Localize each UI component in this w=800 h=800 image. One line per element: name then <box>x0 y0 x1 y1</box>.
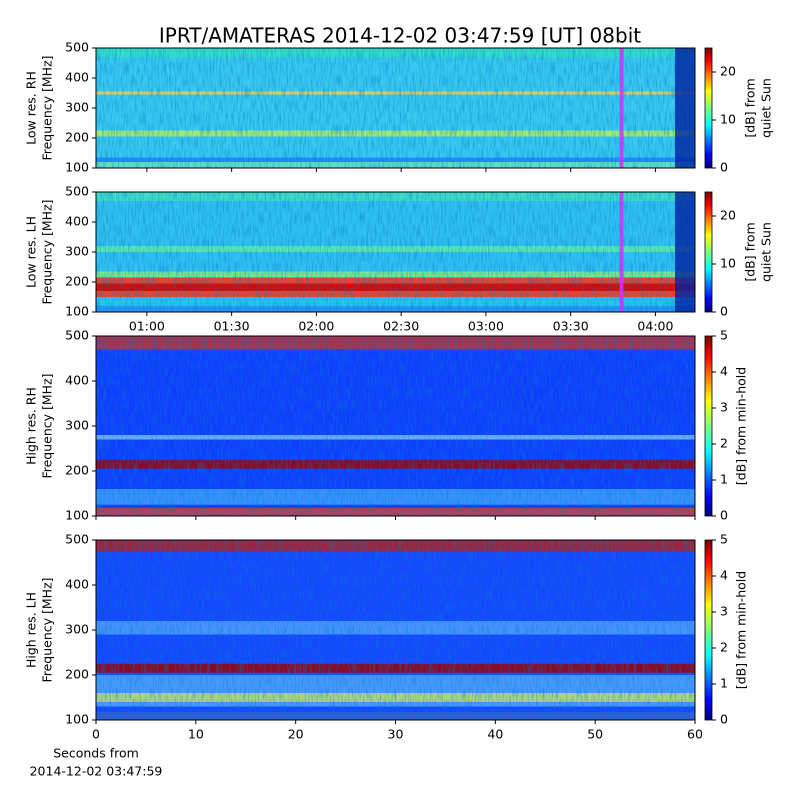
spectrogram-noise <box>96 336 695 516</box>
colorbar-label: [dB] from <box>743 222 758 281</box>
y-axis-label: High res. RH <box>24 387 39 465</box>
y-axis-label: Frequency [MHz] <box>40 373 55 478</box>
colorbar-label: [dB] from min-hold <box>734 571 749 689</box>
y-tick-label: 500 <box>65 532 89 547</box>
y-tick-label: 200 <box>65 667 89 682</box>
y-tick-label: 300 <box>65 418 89 433</box>
y-tick-label: 400 <box>65 577 89 592</box>
x-axis-label: Seconds from <box>53 746 139 761</box>
highlight-line <box>619 192 624 312</box>
colorbar-tick-label: 20 <box>720 208 736 223</box>
x-tick-label: 04:00 <box>637 319 673 334</box>
y-tick-label: 200 <box>65 274 89 289</box>
y-tick-label: 300 <box>65 622 89 637</box>
colorbar-tick-label: 2 <box>720 640 728 655</box>
y-tick-label: 100 <box>65 712 89 727</box>
colorbar-tick-label: 3 <box>720 400 728 415</box>
y-axis-label: Frequency [MHz] <box>40 55 55 160</box>
y-axis-label: Frequency [MHz] <box>40 199 55 304</box>
x-tick-label: 20 <box>288 727 304 742</box>
spectrogram <box>96 540 695 720</box>
colorbar-tick-label: 3 <box>720 604 728 619</box>
y-tick-label: 300 <box>65 100 89 115</box>
y-tick-label: 400 <box>65 214 89 229</box>
colorbar-tick-label: 0 <box>720 304 728 319</box>
x-axis-label: 2014-12-02 03:47:59 <box>30 764 163 779</box>
colorbar-tick-label: 10 <box>720 256 736 271</box>
x-tick-label: 03:00 <box>468 319 504 334</box>
x-tick-label: 50 <box>587 727 603 742</box>
x-tick-label: 10 <box>188 727 204 742</box>
colorbar-tick-label: 1 <box>720 676 728 691</box>
y-axis-label: Frequency [MHz] <box>40 577 55 682</box>
y-tick-label: 500 <box>65 40 89 55</box>
colorbar <box>704 191 713 313</box>
y-tick-label: 500 <box>65 184 89 199</box>
y-axis-label: High res. LH <box>24 592 39 668</box>
x-tick-label: 40 <box>487 727 503 742</box>
colorbar-tick-label: 1 <box>720 472 728 487</box>
colorbar-label: [dB] from min-hold <box>734 367 749 485</box>
x-tick-label: 02:30 <box>383 319 419 334</box>
colorbar-tick-label: 0 <box>720 508 728 523</box>
colorbar <box>704 47 713 169</box>
y-tick-label: 400 <box>65 70 89 85</box>
x-tick-label: 01:30 <box>214 319 250 334</box>
y-tick-label: 100 <box>65 304 89 319</box>
colorbar-label: [dB] from <box>743 78 758 137</box>
spectrogram-edge <box>675 48 695 168</box>
y-tick-label: 200 <box>65 463 89 478</box>
x-tick-label: 0 <box>92 727 100 742</box>
colorbar-tick-label: 0 <box>720 712 728 727</box>
spectrogram-noise <box>96 192 695 312</box>
colorbar-tick-label: 4 <box>720 364 728 379</box>
x-tick-label: 03:30 <box>553 319 589 334</box>
colorbar <box>704 539 713 721</box>
colorbar-tick-label: 4 <box>720 568 728 583</box>
colorbar-label: quiet Sun <box>759 78 774 138</box>
x-tick-label: 60 <box>687 727 703 742</box>
y-axis-label: Low res. LH <box>24 216 39 288</box>
y-tick-label: 100 <box>65 160 89 175</box>
spectrogram-noise <box>96 540 695 720</box>
spectrogram <box>96 336 695 516</box>
y-tick-label: 500 <box>65 328 89 343</box>
x-tick-label: 01:00 <box>129 319 165 334</box>
spectrogram <box>96 192 695 312</box>
colorbar <box>704 335 713 517</box>
colorbar-tick-label: 2 <box>720 436 728 451</box>
colorbar-tick-label: 5 <box>720 532 728 547</box>
y-axis-label: Low res. RH <box>24 71 39 145</box>
y-tick-label: 400 <box>65 373 89 388</box>
colorbar-tick-label: 10 <box>720 112 736 127</box>
colorbar-tick-label: 20 <box>720 64 736 79</box>
y-tick-label: 100 <box>65 508 89 523</box>
y-tick-label: 200 <box>65 130 89 145</box>
colorbar-label: quiet Sun <box>759 222 774 282</box>
spectrogram-edge <box>675 192 695 312</box>
colorbar-tick-label: 0 <box>720 160 728 175</box>
x-tick-label: 02:00 <box>298 319 334 334</box>
x-tick-label: 30 <box>388 727 404 742</box>
chart-title: IPRT/AMATERAS 2014-12-02 03:47:59 [UT] 0… <box>159 24 641 48</box>
y-tick-label: 300 <box>65 244 89 259</box>
spectrogram-noise <box>96 48 695 168</box>
highlight-line <box>619 48 624 168</box>
colorbar-tick-label: 5 <box>720 328 728 343</box>
spectrogram <box>96 48 695 168</box>
